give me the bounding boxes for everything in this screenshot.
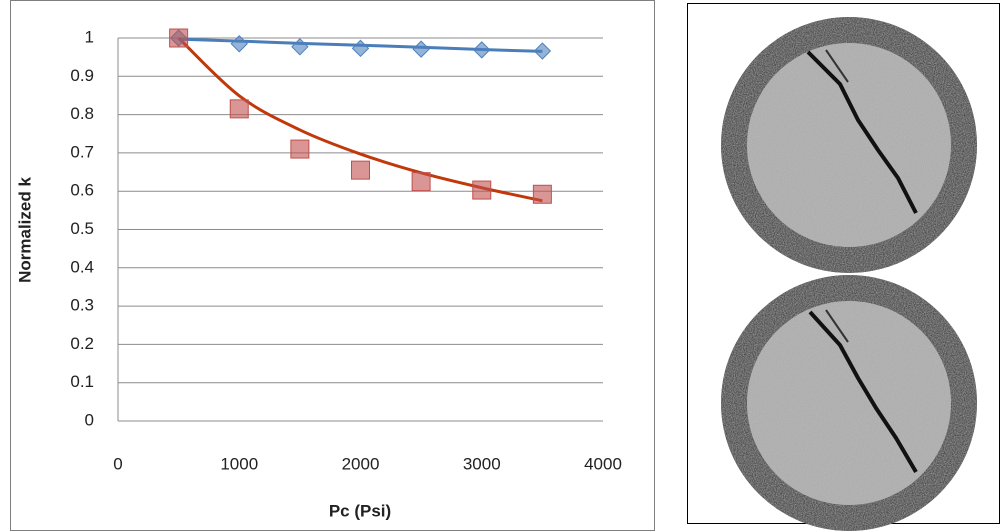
core-noise [747,43,951,247]
marker-diamond [473,41,491,59]
y-tick-label: 0.7 [70,142,94,161]
y-tick-label: 0.2 [70,334,94,353]
y-tick-label: 0.3 [70,296,94,315]
y-tick-label: 0.5 [70,219,94,238]
marker-square [351,160,370,180]
marker-square [169,28,189,48]
y-axis-label: Normalized k [15,177,34,283]
ct-images [687,3,1000,531]
x-axis-label: Pc (Psi) [329,501,391,520]
y-tick-label: 0.6 [70,181,94,200]
x-tick-label: 4000 [584,454,622,473]
y-tick-label: 0.1 [70,372,94,391]
marker-diamond [412,40,430,58]
x-tick-label: 3000 [463,454,501,473]
fracture [806,50,918,214]
marker-square [229,99,249,119]
fracture [825,49,849,83]
marker-square [472,180,492,200]
chart-frame [10,0,655,531]
marker-diamond [230,35,248,53]
x-tick-label: 0 [113,454,122,473]
marker-diamond [533,42,552,60]
y-tick-label: 0.8 [70,104,94,123]
fracture [808,310,918,474]
y-tick-label: 0.9 [70,66,94,85]
marker-square [411,172,431,192]
fracture [825,309,849,343]
marker-diamond [351,39,370,58]
y-tick-label: 1 [85,27,94,46]
y-tick-label: 0.4 [70,257,94,276]
ct-slice-top [721,17,977,273]
x-tick-label: 2000 [342,454,380,473]
marker-diamond [291,38,309,56]
core-noise [747,301,951,505]
x-tick-label: 1000 [220,454,258,473]
ct-slice-bottom [721,275,977,531]
marker-square [290,139,310,159]
marker-square [532,184,552,204]
y-tick-label: 0 [85,410,94,429]
